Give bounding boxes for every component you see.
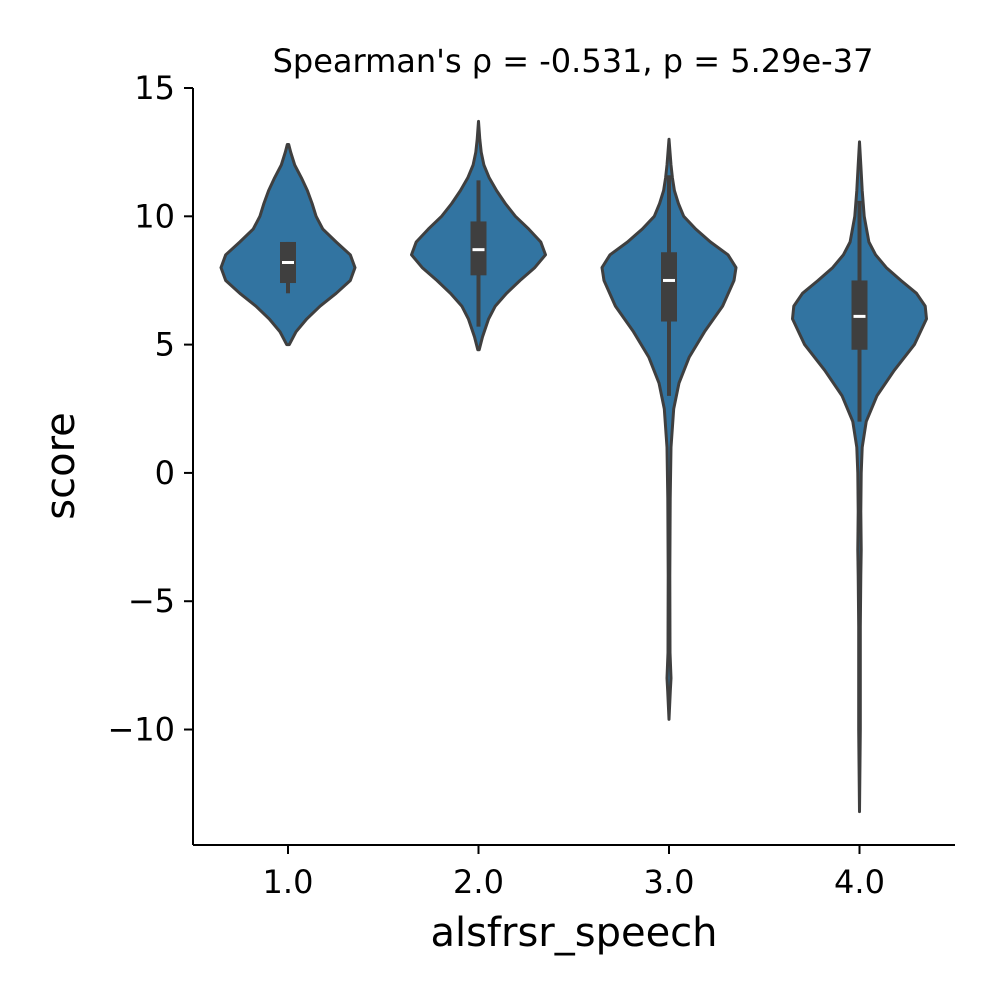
chart-title: Spearman's ρ = -0.531, p = 5.29e-37 bbox=[273, 42, 874, 80]
x-tick-label: 1.0 bbox=[263, 863, 314, 901]
y-tick-label: −10 bbox=[107, 711, 175, 749]
y-axis: 15 10 5 0 −5 −10 bbox=[107, 69, 194, 845]
x-axis-label: alsfrsr_speech bbox=[430, 910, 717, 956]
y-tick-label: 5 bbox=[155, 326, 175, 364]
violin-body-4.0 bbox=[791, 140, 928, 814]
x-tick-label: 4.0 bbox=[834, 863, 885, 901]
y-tick-label: −5 bbox=[128, 582, 175, 620]
y-tick-label: 15 bbox=[134, 69, 175, 107]
violin-iqr-box-3.0 bbox=[661, 252, 677, 322]
x-axis: 1.0 2.0 3.0 4.0 bbox=[193, 844, 955, 901]
violin-body-3.0 bbox=[600, 137, 738, 721]
y-axis-label: score bbox=[38, 412, 84, 519]
violins-group bbox=[219, 119, 928, 814]
y-tick-label: 0 bbox=[155, 454, 175, 492]
y-tick-label: 10 bbox=[134, 197, 175, 235]
x-tick-label: 2.0 bbox=[453, 863, 504, 901]
x-tick-label: 3.0 bbox=[644, 863, 695, 901]
